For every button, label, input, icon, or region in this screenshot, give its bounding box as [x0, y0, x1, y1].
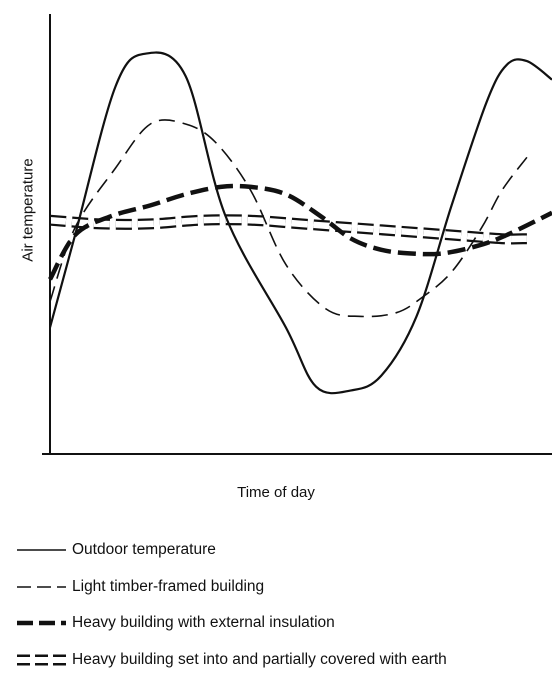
y-axis-label: Air temperature [19, 158, 37, 262]
legend-swatch-heavy-insulated [17, 621, 66, 626]
legend-swatch-light-timber [17, 586, 66, 588]
legend-swatch-outdoor [17, 549, 66, 552]
legend-label-heavy-insulated: Heavy building with external insulation [72, 614, 335, 632]
legend: Outdoor temperature Light timber-framed … [14, 532, 447, 678]
legend-item-earth-covered: Heavy building set into and partially co… [14, 642, 447, 679]
chart-plot [42, 14, 552, 455]
legend-swatch-earth-covered [17, 654, 66, 666]
legend-label-light-timber: Light timber-framed building [72, 577, 265, 595]
legend-item-outdoor: Outdoor temperature [14, 532, 447, 569]
x-axis-label: Time of day [237, 484, 315, 501]
legend-label-outdoor: Outdoor temperature [72, 541, 216, 559]
legend-item-light-timber: Light timber-framed building [14, 569, 447, 606]
series-3-line [49, 214, 527, 245]
series-0-line [48, 51, 552, 395]
series-layer [48, 51, 552, 395]
legend-label-earth-covered: Heavy building set into and partially co… [72, 650, 447, 668]
series-2-line [48, 183, 552, 281]
legend-item-heavy-insulated: Heavy building with external insulation [14, 605, 447, 642]
series-1-line [49, 119, 528, 318]
